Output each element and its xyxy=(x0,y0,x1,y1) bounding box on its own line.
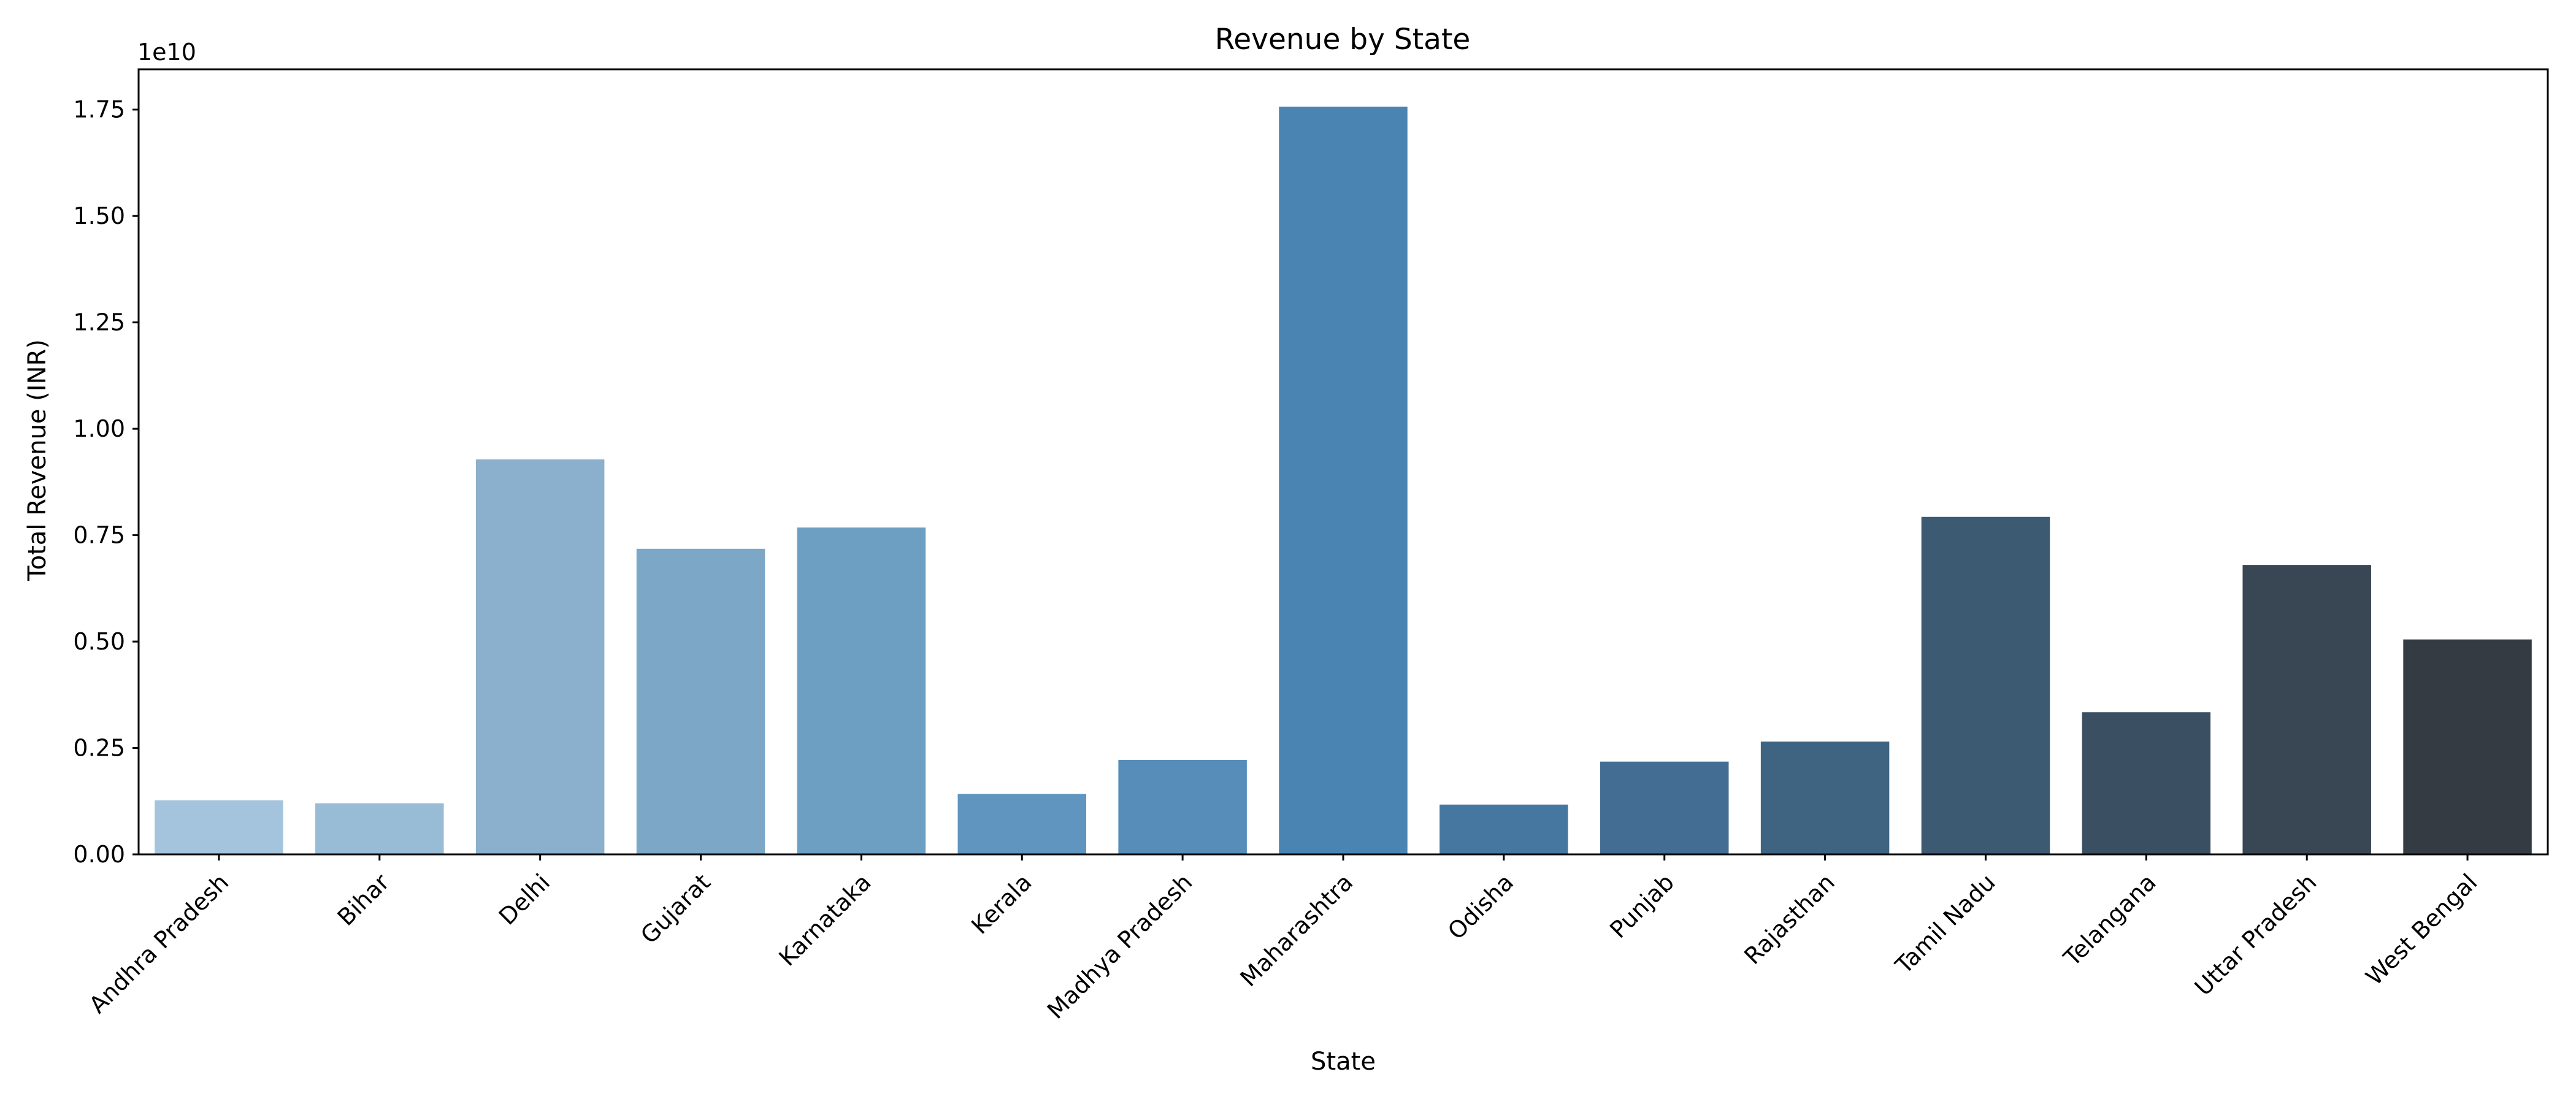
bar-bihar xyxy=(315,803,444,854)
bar-odisha xyxy=(1439,804,1568,854)
bar-tamil-nadu xyxy=(1921,516,2050,854)
bar-punjab xyxy=(1600,761,1729,854)
x-axis-label: State xyxy=(1311,1048,1376,1076)
bar-uttar-pradesh xyxy=(2242,565,2371,854)
y-axis-offset-label: 1e10 xyxy=(137,39,196,66)
plot-frame xyxy=(137,68,2549,856)
bar-series xyxy=(155,106,2532,855)
bar-telangana xyxy=(2082,712,2211,854)
y-tick-label: 0.75 xyxy=(73,522,125,549)
bar-madhya-pradesh xyxy=(1118,759,1247,854)
y-tick-label: 1.25 xyxy=(73,309,125,336)
bar-delhi xyxy=(475,459,605,854)
y-axis-label: Total Revenue (INR) xyxy=(23,339,52,581)
y-axis-ticks: 0.00 0.25 0.50 0.75 1.00 1.25 1.50 1.75 xyxy=(73,96,139,868)
y-tick-label: 1.75 xyxy=(73,96,125,123)
chart-title: Revenue by State xyxy=(1215,23,1471,56)
bar-gujarat xyxy=(636,548,765,854)
bar-maharashtra xyxy=(1279,106,1408,855)
y-tick-label: 1.00 xyxy=(73,415,125,442)
y-tick-label: 1.50 xyxy=(73,202,125,229)
y-tick-label: 0.00 xyxy=(73,841,125,868)
bar-andhra-pradesh xyxy=(155,800,283,854)
y-tick-label: 0.25 xyxy=(73,735,125,762)
bar-karnataka xyxy=(797,527,926,854)
bar-west-bengal xyxy=(2403,639,2532,854)
bar-kerala xyxy=(957,794,1087,854)
y-tick-label: 0.50 xyxy=(73,628,125,655)
bar-rajasthan xyxy=(1760,742,1890,854)
